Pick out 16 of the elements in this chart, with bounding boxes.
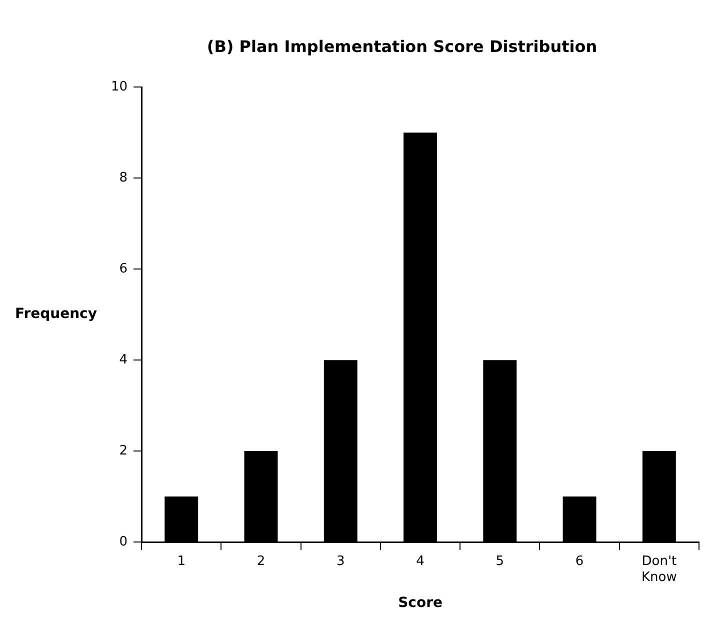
y-tick-label: 6: [119, 261, 128, 276]
x-tick-label: 3: [336, 554, 345, 570]
x-tick-label: 1: [177, 554, 186, 570]
x-tick-label: 4: [416, 554, 424, 570]
y-tick-label: 10: [110, 80, 128, 95]
y-tick-label: 0: [119, 534, 128, 550]
y-axis-title: Frequency: [15, 306, 97, 322]
chart-title: (B) Plan Implementation Score Distribution: [206, 36, 598, 56]
x-tick-label: Don't Know: [642, 554, 678, 585]
y-tick-label: 2: [119, 443, 128, 458]
x-axis-title: Score: [398, 595, 442, 612]
x-tick-label: 2: [256, 554, 266, 570]
x-tick-label: 6: [575, 554, 584, 570]
y-tick-label: 4: [119, 352, 128, 368]
y-tick-label: 8: [119, 170, 128, 186]
x-tick-label: 5: [496, 554, 504, 570]
